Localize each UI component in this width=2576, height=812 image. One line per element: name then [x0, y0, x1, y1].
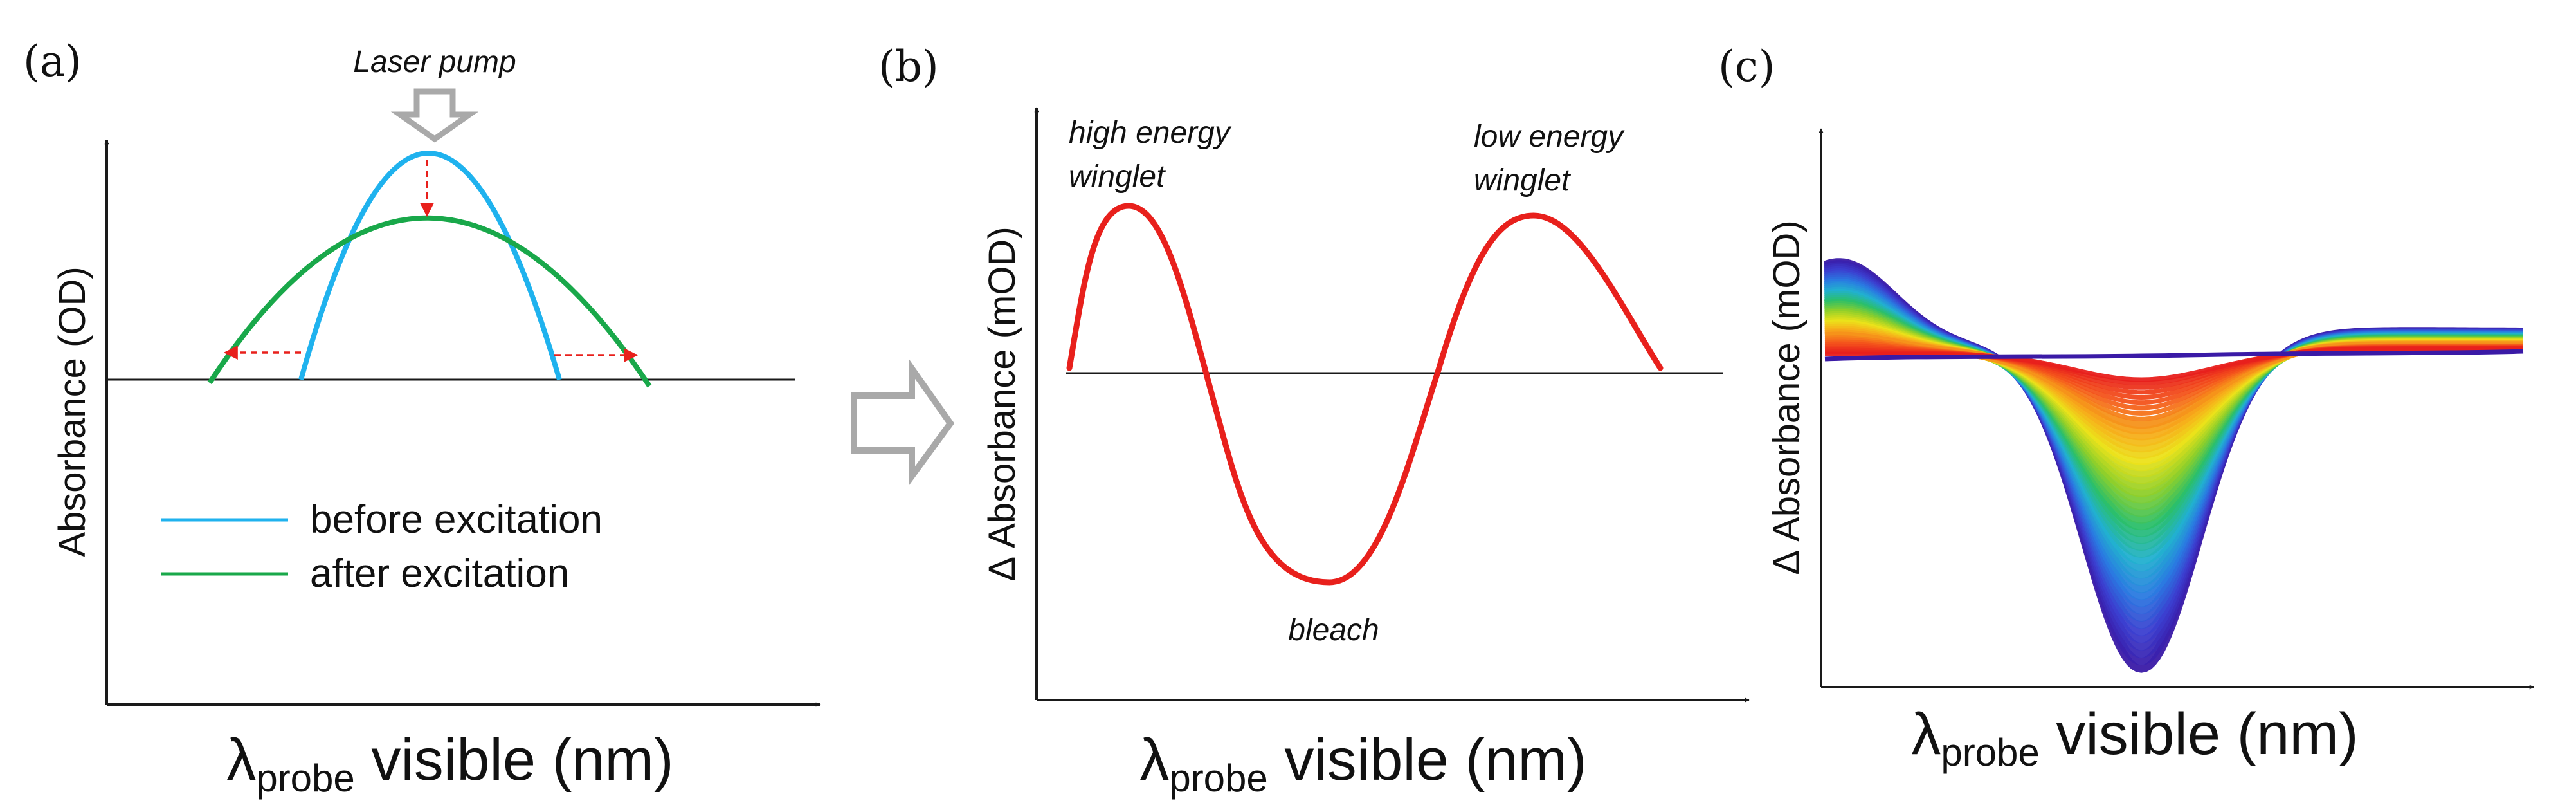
panel-b-y-label: Δ Absorbance (mOD) — [981, 226, 1023, 581]
panel-c-y-label: Δ Absorbance (mOD) — [1766, 220, 1808, 575]
panel-c-letter: (c) — [1718, 42, 1775, 91]
panel-c: (c) Δ Absorbance (mOD) λprobe visible (n… — [1718, 42, 2534, 774]
laser-pump-label: Laser pump — [353, 45, 516, 79]
panel-a-x-label: λprobe visible (nm) — [226, 727, 673, 800]
legend-after-label: after excitation — [310, 551, 569, 596]
high-energy-winglet-label-line1: high energy — [1069, 116, 1232, 150]
after-excitation-curve — [207, 215, 652, 388]
high-energy-winglet-label-line2: winglet — [1069, 160, 1166, 194]
transient-spectrum-trace — [1825, 346, 2523, 382]
panel-a-letter: (a) — [23, 37, 82, 86]
panel-b-x-label: λprobe visible (nm) — [1139, 727, 1586, 800]
panel-b: (b) high energy winglet low energy wingl… — [878, 42, 1750, 800]
flat-reference-trace — [1824, 349, 2524, 362]
transient-spectra-bundle — [1824, 258, 2524, 673]
bleach-label: bleach — [1288, 613, 1379, 647]
panel-a: (a) Laser pump before excitation after e… — [23, 37, 821, 800]
difference-spectrum-curve — [1066, 203, 1664, 586]
laser-pump-arrow-icon — [390, 88, 479, 143]
panel-b-letter: (b) — [878, 42, 939, 91]
transition-arrow-icon — [851, 358, 955, 486]
low-energy-winglet-label-line1: low energy — [1474, 120, 1625, 154]
legend-before-label: before excitation — [310, 497, 603, 542]
before-excitation-curve — [298, 151, 562, 381]
low-energy-winglet-label-line2: winglet — [1474, 163, 1571, 198]
panel-a-y-label: Absorbance (OD) — [51, 266, 93, 557]
panel-c-x-label: λprobe visible (nm) — [1911, 701, 2358, 774]
panel-a-legend: before excitation after excitation — [161, 497, 603, 596]
